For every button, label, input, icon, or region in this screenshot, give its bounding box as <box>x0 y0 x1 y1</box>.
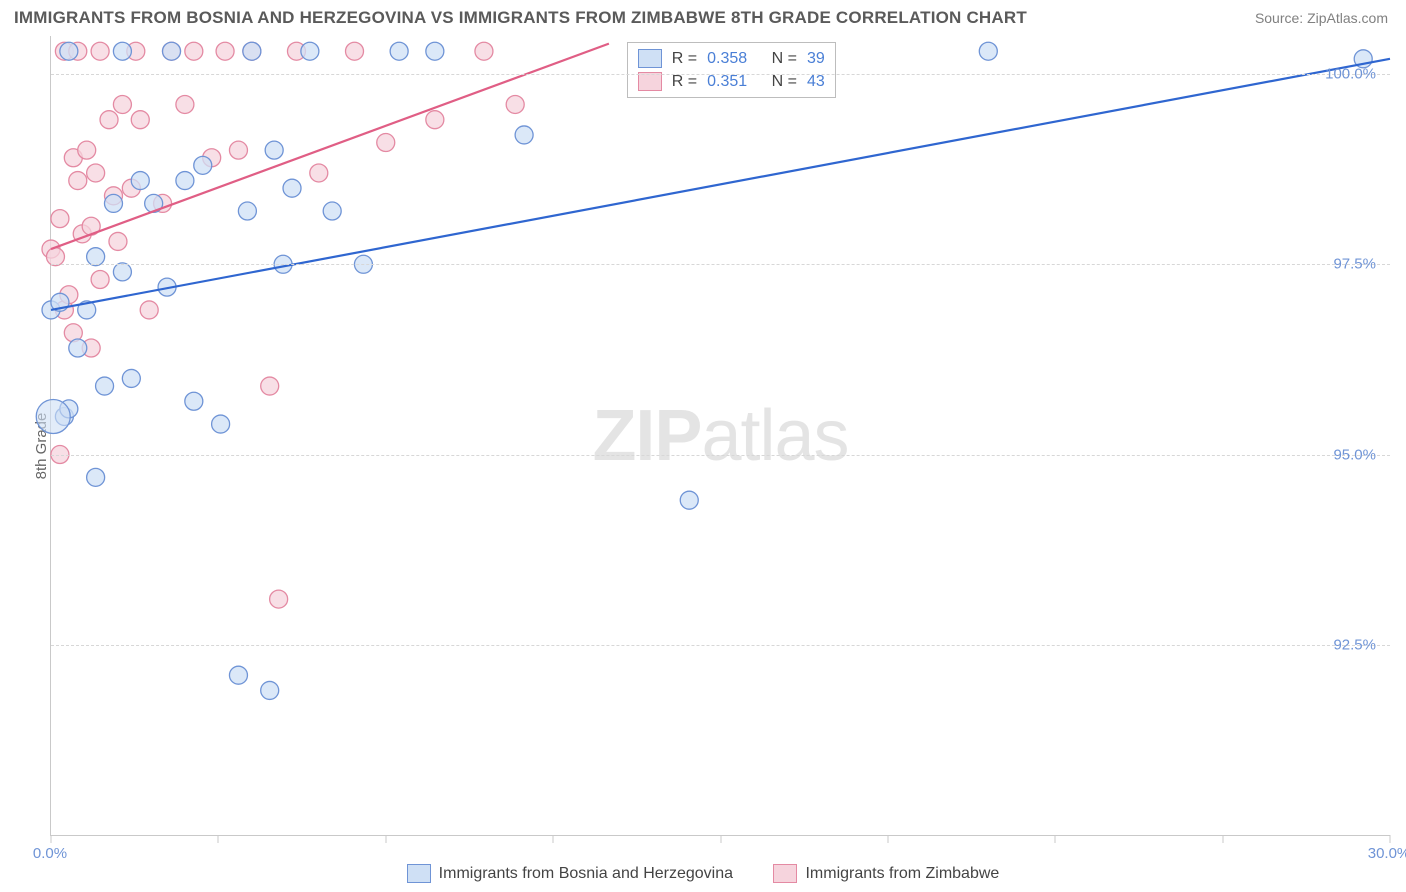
correlation-legend: R = 0.358 N = 39 R = 0.351 N = 43 <box>627 42 836 98</box>
swatch-series-a <box>407 864 431 883</box>
chart-title: IMMIGRANTS FROM BOSNIA AND HERZEGOVINA V… <box>14 8 1027 28</box>
x-tick-label-left: 0.0% <box>33 845 67 862</box>
y-tick-label: 95.0% <box>1333 446 1376 463</box>
n-value-a: 39 <box>807 50 825 68</box>
r-value-a: 0.358 <box>707 50 747 68</box>
chart-svg <box>51 36 1390 835</box>
legend-label-a: Immigrants from Bosnia and Herzegovina <box>439 865 733 883</box>
r-label: R = <box>672 73 697 91</box>
y-tick-label: 92.5% <box>1333 636 1376 653</box>
source-prefix: Source: <box>1255 10 1307 26</box>
n-label: N = <box>772 50 797 68</box>
n-value-b: 43 <box>807 73 825 91</box>
swatch-series-b <box>773 864 797 883</box>
y-tick-label: 97.5% <box>1333 256 1376 273</box>
swatch-series-a <box>638 49 662 68</box>
r-label: R = <box>672 50 697 68</box>
y-tick-label: 100.0% <box>1325 66 1376 83</box>
source-attribution: Source: ZipAtlas.com <box>1255 10 1388 26</box>
legend-row-series-a: R = 0.358 N = 39 <box>638 47 825 70</box>
chart-plot-area: ZIPatlas R = 0.358 N = 39 R = 0.351 N = … <box>50 36 1390 836</box>
legend-item-b: Immigrants from Zimbabwe <box>773 864 999 883</box>
n-label: N = <box>772 73 797 91</box>
legend-item-a: Immigrants from Bosnia and Herzegovina <box>407 864 733 883</box>
x-tick-label-right: 30.0% <box>1368 845 1406 862</box>
series-legend: Immigrants from Bosnia and Herzegovina I… <box>0 864 1406 888</box>
legend-label-b: Immigrants from Zimbabwe <box>805 865 999 883</box>
source-link[interactable]: ZipAtlas.com <box>1307 10 1388 26</box>
r-value-b: 0.351 <box>707 73 747 91</box>
